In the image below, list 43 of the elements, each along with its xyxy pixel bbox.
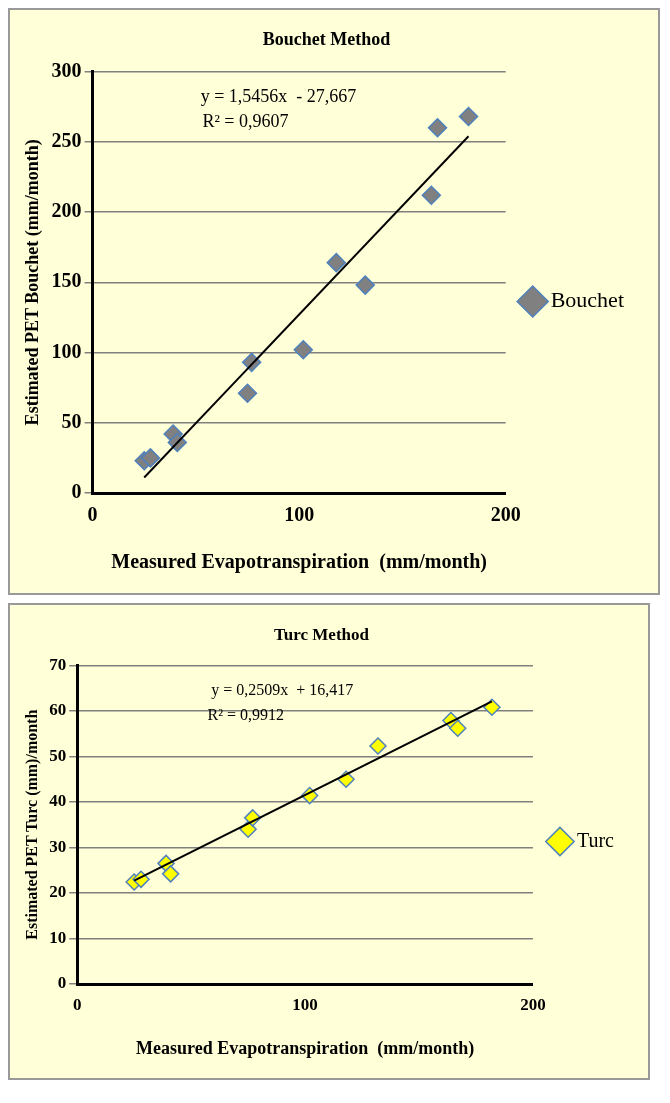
y-tick-label: 250 [51,129,82,152]
annotation: y = 0,2509x + 16,417 [211,681,354,700]
x-axis-title: Measured Evapotranspiration (mm/month) [135,1037,475,1059]
x-tick-label: 200 [490,503,521,526]
point [421,185,442,205]
y-tick-label: 30 [49,836,67,856]
point [326,252,347,273]
point [237,383,258,404]
x-tick-label: 100 [292,994,318,1014]
chart-title: Turc Method [274,624,370,644]
point [369,737,387,755]
y-axis-title: Estimated PET Turc (mm)/month [22,709,41,940]
y-tick-label: 60 [49,700,67,720]
point [449,719,467,737]
y-tick-label: 70 [49,654,67,674]
y-tick-label: 10 [49,927,67,947]
x-tick-label: 100 [284,503,315,526]
annotation: y = 1,5456x - 27,667 [200,85,357,106]
y-tick-label: 100 [51,339,82,362]
annotation: R² = 0,9912 [207,706,285,724]
legend-label: Turc [576,828,615,851]
point [140,448,161,468]
x-tick-label: 0 [87,503,98,526]
point [427,118,448,138]
y-tick-label: 40 [49,791,67,811]
point [161,865,180,883]
point [355,275,375,295]
y-tick-label: 0 [57,973,67,993]
chart-title: Bouchet Method [262,29,391,50]
y-axis-title: Estimated PET Bouchet (mm/month) [22,139,44,426]
y-tick-label: 20 [49,882,67,902]
y-tick-label: 300 [51,58,82,81]
x-tick-label: 200 [520,994,546,1014]
y-tick-label: 150 [51,269,82,292]
legend-label: Bouchet [550,287,625,313]
y-tick-label: 50 [61,409,82,432]
annotation: R² = 0,9607 [202,110,289,131]
y-tick-label: 200 [51,199,82,222]
point [293,339,314,360]
x-axis-title: Measured Evapotranspiration (mm/month) [111,550,488,574]
y-tick-label: 50 [49,745,67,765]
point [458,106,479,127]
y-tick-label: 0 [71,480,82,503]
